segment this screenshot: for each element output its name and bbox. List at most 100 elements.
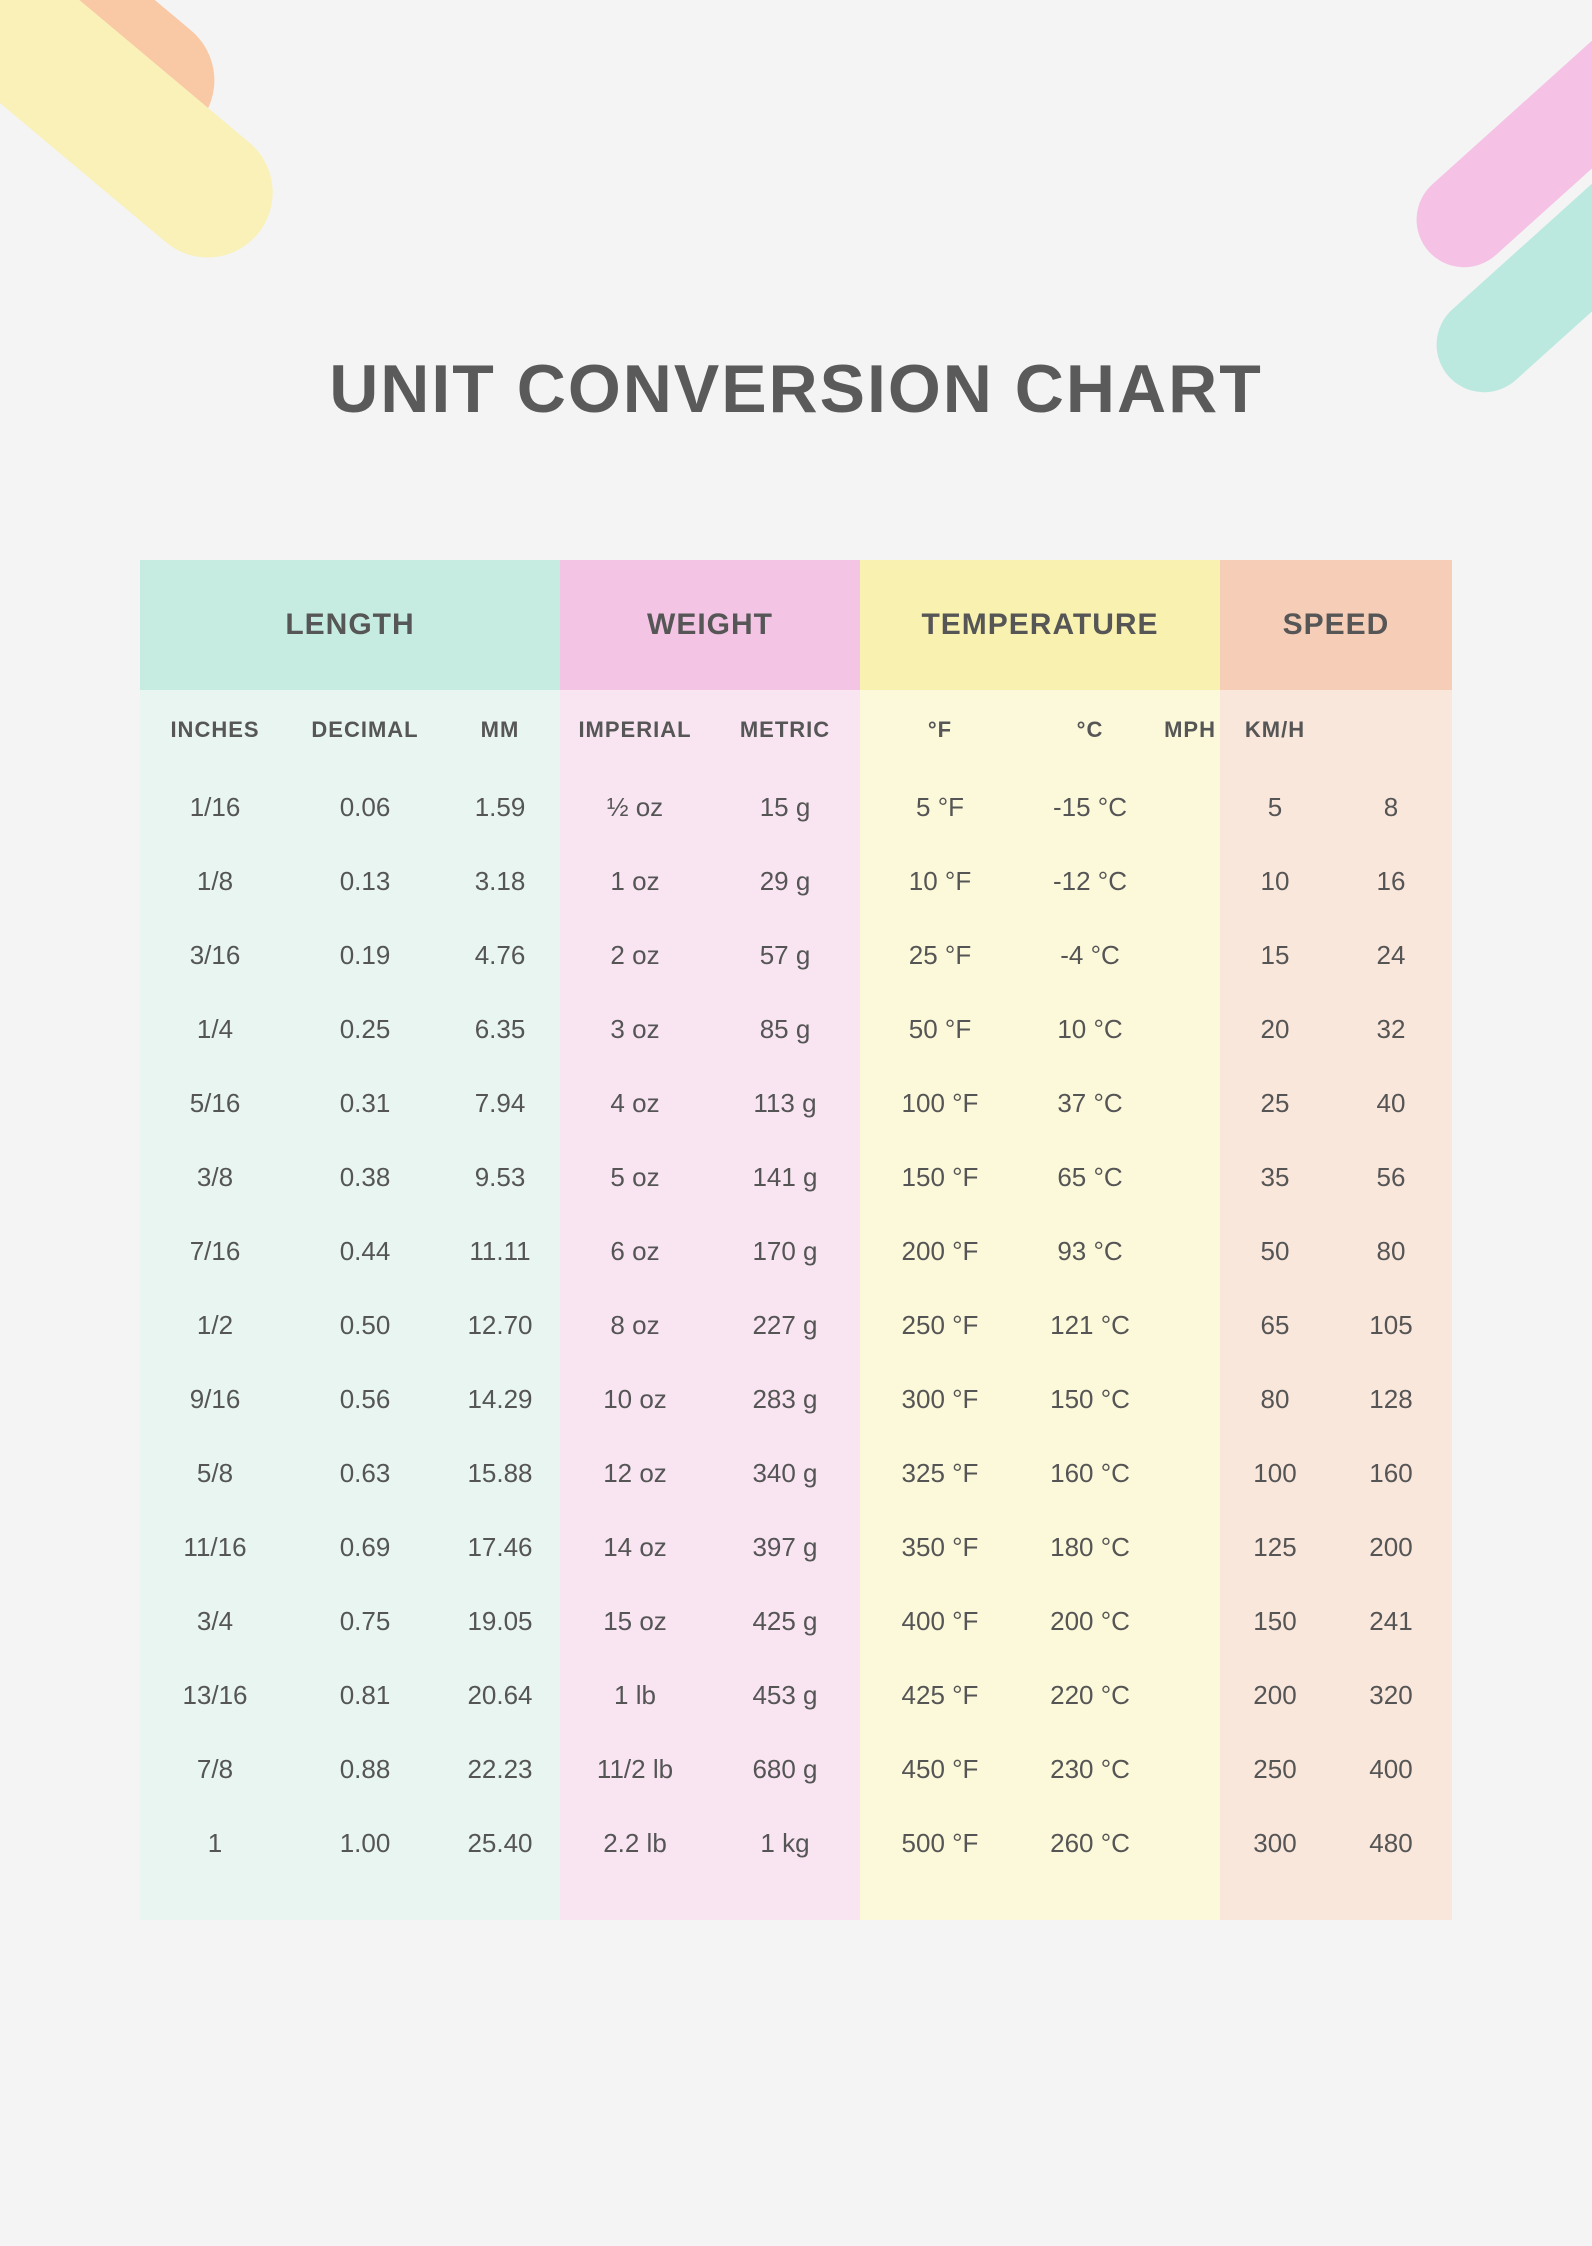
speed-cell: 150 [1220, 1606, 1330, 1637]
length-cell: 7.94 [440, 1088, 560, 1119]
speed-row: 150241 [1220, 1584, 1452, 1658]
length-row: 3/40.7519.05 [140, 1584, 560, 1658]
speed-cell: 200 [1220, 1680, 1330, 1711]
speed-cell: 40 [1330, 1088, 1452, 1119]
temperature-cell: 450 °F [860, 1754, 1020, 1785]
weight-cell: 113 g [710, 1088, 860, 1119]
temperature-cell: 37 °C [1020, 1088, 1160, 1119]
temperature-row: 450 °F230 °C [860, 1732, 1220, 1806]
speed-row: 1524 [1220, 918, 1452, 992]
section-header-length: LENGTH [140, 560, 560, 690]
speed-row: 65105 [1220, 1288, 1452, 1362]
speed-row: 200320 [1220, 1658, 1452, 1732]
section-body-weight: IMPERIAL METRIC ½ oz15 g1 oz29 g2 oz57 g… [560, 690, 860, 1920]
length-cell: 13/16 [140, 1680, 290, 1711]
speed-cell: 65 [1220, 1310, 1330, 1341]
length-cell: 9.53 [440, 1162, 560, 1193]
temperature-cell: 10 °C [1020, 1014, 1160, 1045]
page-title: UNIT CONVERSION CHART [0, 350, 1592, 428]
length-row: 1/80.133.18 [140, 844, 560, 918]
temperature-cell: 121 °C [1020, 1310, 1160, 1341]
length-cell: 0.44 [290, 1236, 440, 1267]
length-row: 1/160.061.59 [140, 770, 560, 844]
speed-cell: 5 [1220, 792, 1330, 823]
speed-cell: 24 [1330, 940, 1452, 971]
temperature-row: 350 °F180 °C [860, 1510, 1220, 1584]
weight-row: 8 oz227 g [560, 1288, 860, 1362]
temperature-cell: 10 °F [860, 866, 1020, 897]
weight-row: 6 oz170 g [560, 1214, 860, 1288]
subheader-kmh: KM/H [1220, 717, 1330, 743]
temperature-cell: 180 °C [1020, 1532, 1160, 1563]
length-cell: 0.06 [290, 792, 440, 823]
weight-cell: 14 oz [560, 1532, 710, 1563]
length-row: 11/160.6917.46 [140, 1510, 560, 1584]
weight-cell: 1 oz [560, 866, 710, 897]
length-cell: 15.88 [440, 1458, 560, 1489]
temperature-cell: 100 °F [860, 1088, 1020, 1119]
speed-cell: 16 [1330, 866, 1452, 897]
temperature-row: 325 °F160 °C [860, 1436, 1220, 1510]
length-cell: 1/2 [140, 1310, 290, 1341]
speed-row: 250400 [1220, 1732, 1452, 1806]
section-header-speed: SPEED [1220, 560, 1452, 690]
subheader-row-temperature: °F °C MPH [860, 690, 1220, 770]
length-cell: 0.81 [290, 1680, 440, 1711]
section-header-temperature: TEMPERATURE [860, 560, 1220, 690]
speed-cell: 125 [1220, 1532, 1330, 1563]
temperature-row: 5 °F-15 °C [860, 770, 1220, 844]
weight-row: 5 oz141 g [560, 1140, 860, 1214]
speed-cell: 20 [1220, 1014, 1330, 1045]
weight-row: 15 oz425 g [560, 1584, 860, 1658]
subheader-decimal: DECIMAL [290, 717, 440, 743]
length-cell: 1.59 [440, 792, 560, 823]
length-cell: 0.56 [290, 1384, 440, 1415]
subheader-mph: MPH [1160, 717, 1220, 743]
length-row: 9/160.5614.29 [140, 1362, 560, 1436]
temperature-row: 300 °F150 °C [860, 1362, 1220, 1436]
temperature-cell: 500 °F [860, 1828, 1020, 1859]
length-cell: 3/8 [140, 1162, 290, 1193]
length-cell: 3/4 [140, 1606, 290, 1637]
temperature-cell: 400 °F [860, 1606, 1020, 1637]
length-row: 7/160.4411.11 [140, 1214, 560, 1288]
weight-row: 3 oz85 g [560, 992, 860, 1066]
weight-cell: 10 oz [560, 1384, 710, 1415]
section-weight: WEIGHT IMPERIAL METRIC ½ oz15 g1 oz29 g2… [560, 560, 860, 1920]
speed-cell: 56 [1330, 1162, 1452, 1193]
length-cell: 19.05 [440, 1606, 560, 1637]
length-cell: 0.38 [290, 1162, 440, 1193]
temperature-cell: 425 °F [860, 1680, 1020, 1711]
weight-cell: 57 g [710, 940, 860, 971]
temperature-row: 150 °F65 °C [860, 1140, 1220, 1214]
length-cell: 6.35 [440, 1014, 560, 1045]
temperature-cell: 150 °F [860, 1162, 1020, 1193]
weight-cell: 170 g [710, 1236, 860, 1267]
temperature-cell: 220 °C [1020, 1680, 1160, 1711]
length-cell: 5/8 [140, 1458, 290, 1489]
section-body-length: INCHES DECIMAL MM 1/160.061.591/80.133.1… [140, 690, 560, 1920]
weight-cell: 283 g [710, 1384, 860, 1415]
speed-cell: 10 [1220, 866, 1330, 897]
temperature-cell: 150 °C [1020, 1384, 1160, 1415]
weight-row: 2 oz57 g [560, 918, 860, 992]
temperature-cell: 300 °F [860, 1384, 1020, 1415]
length-row: 1/40.256.35 [140, 992, 560, 1066]
speed-row: 1016 [1220, 844, 1452, 918]
conversion-chart: LENGTH INCHES DECIMAL MM 1/160.061.591/8… [140, 560, 1452, 1920]
temperature-row: 425 °F220 °C [860, 1658, 1220, 1732]
weight-cell: 453 g [710, 1680, 860, 1711]
length-cell: 0.63 [290, 1458, 440, 1489]
weight-cell: 11/2 lb [560, 1754, 710, 1785]
length-row: 5/80.6315.88 [140, 1436, 560, 1510]
length-row: 13/160.8120.64 [140, 1658, 560, 1732]
weight-row: 1 lb453 g [560, 1658, 860, 1732]
length-cell: 25.40 [440, 1828, 560, 1859]
subheader-row-length: INCHES DECIMAL MM [140, 690, 560, 770]
section-length: LENGTH INCHES DECIMAL MM 1/160.061.591/8… [140, 560, 560, 1920]
speed-cell: 8 [1330, 792, 1452, 823]
temperature-cell: 260 °C [1020, 1828, 1160, 1859]
temperature-cell: -4 °C [1020, 940, 1160, 971]
weight-cell: 227 g [710, 1310, 860, 1341]
speed-cell: 250 [1220, 1754, 1330, 1785]
